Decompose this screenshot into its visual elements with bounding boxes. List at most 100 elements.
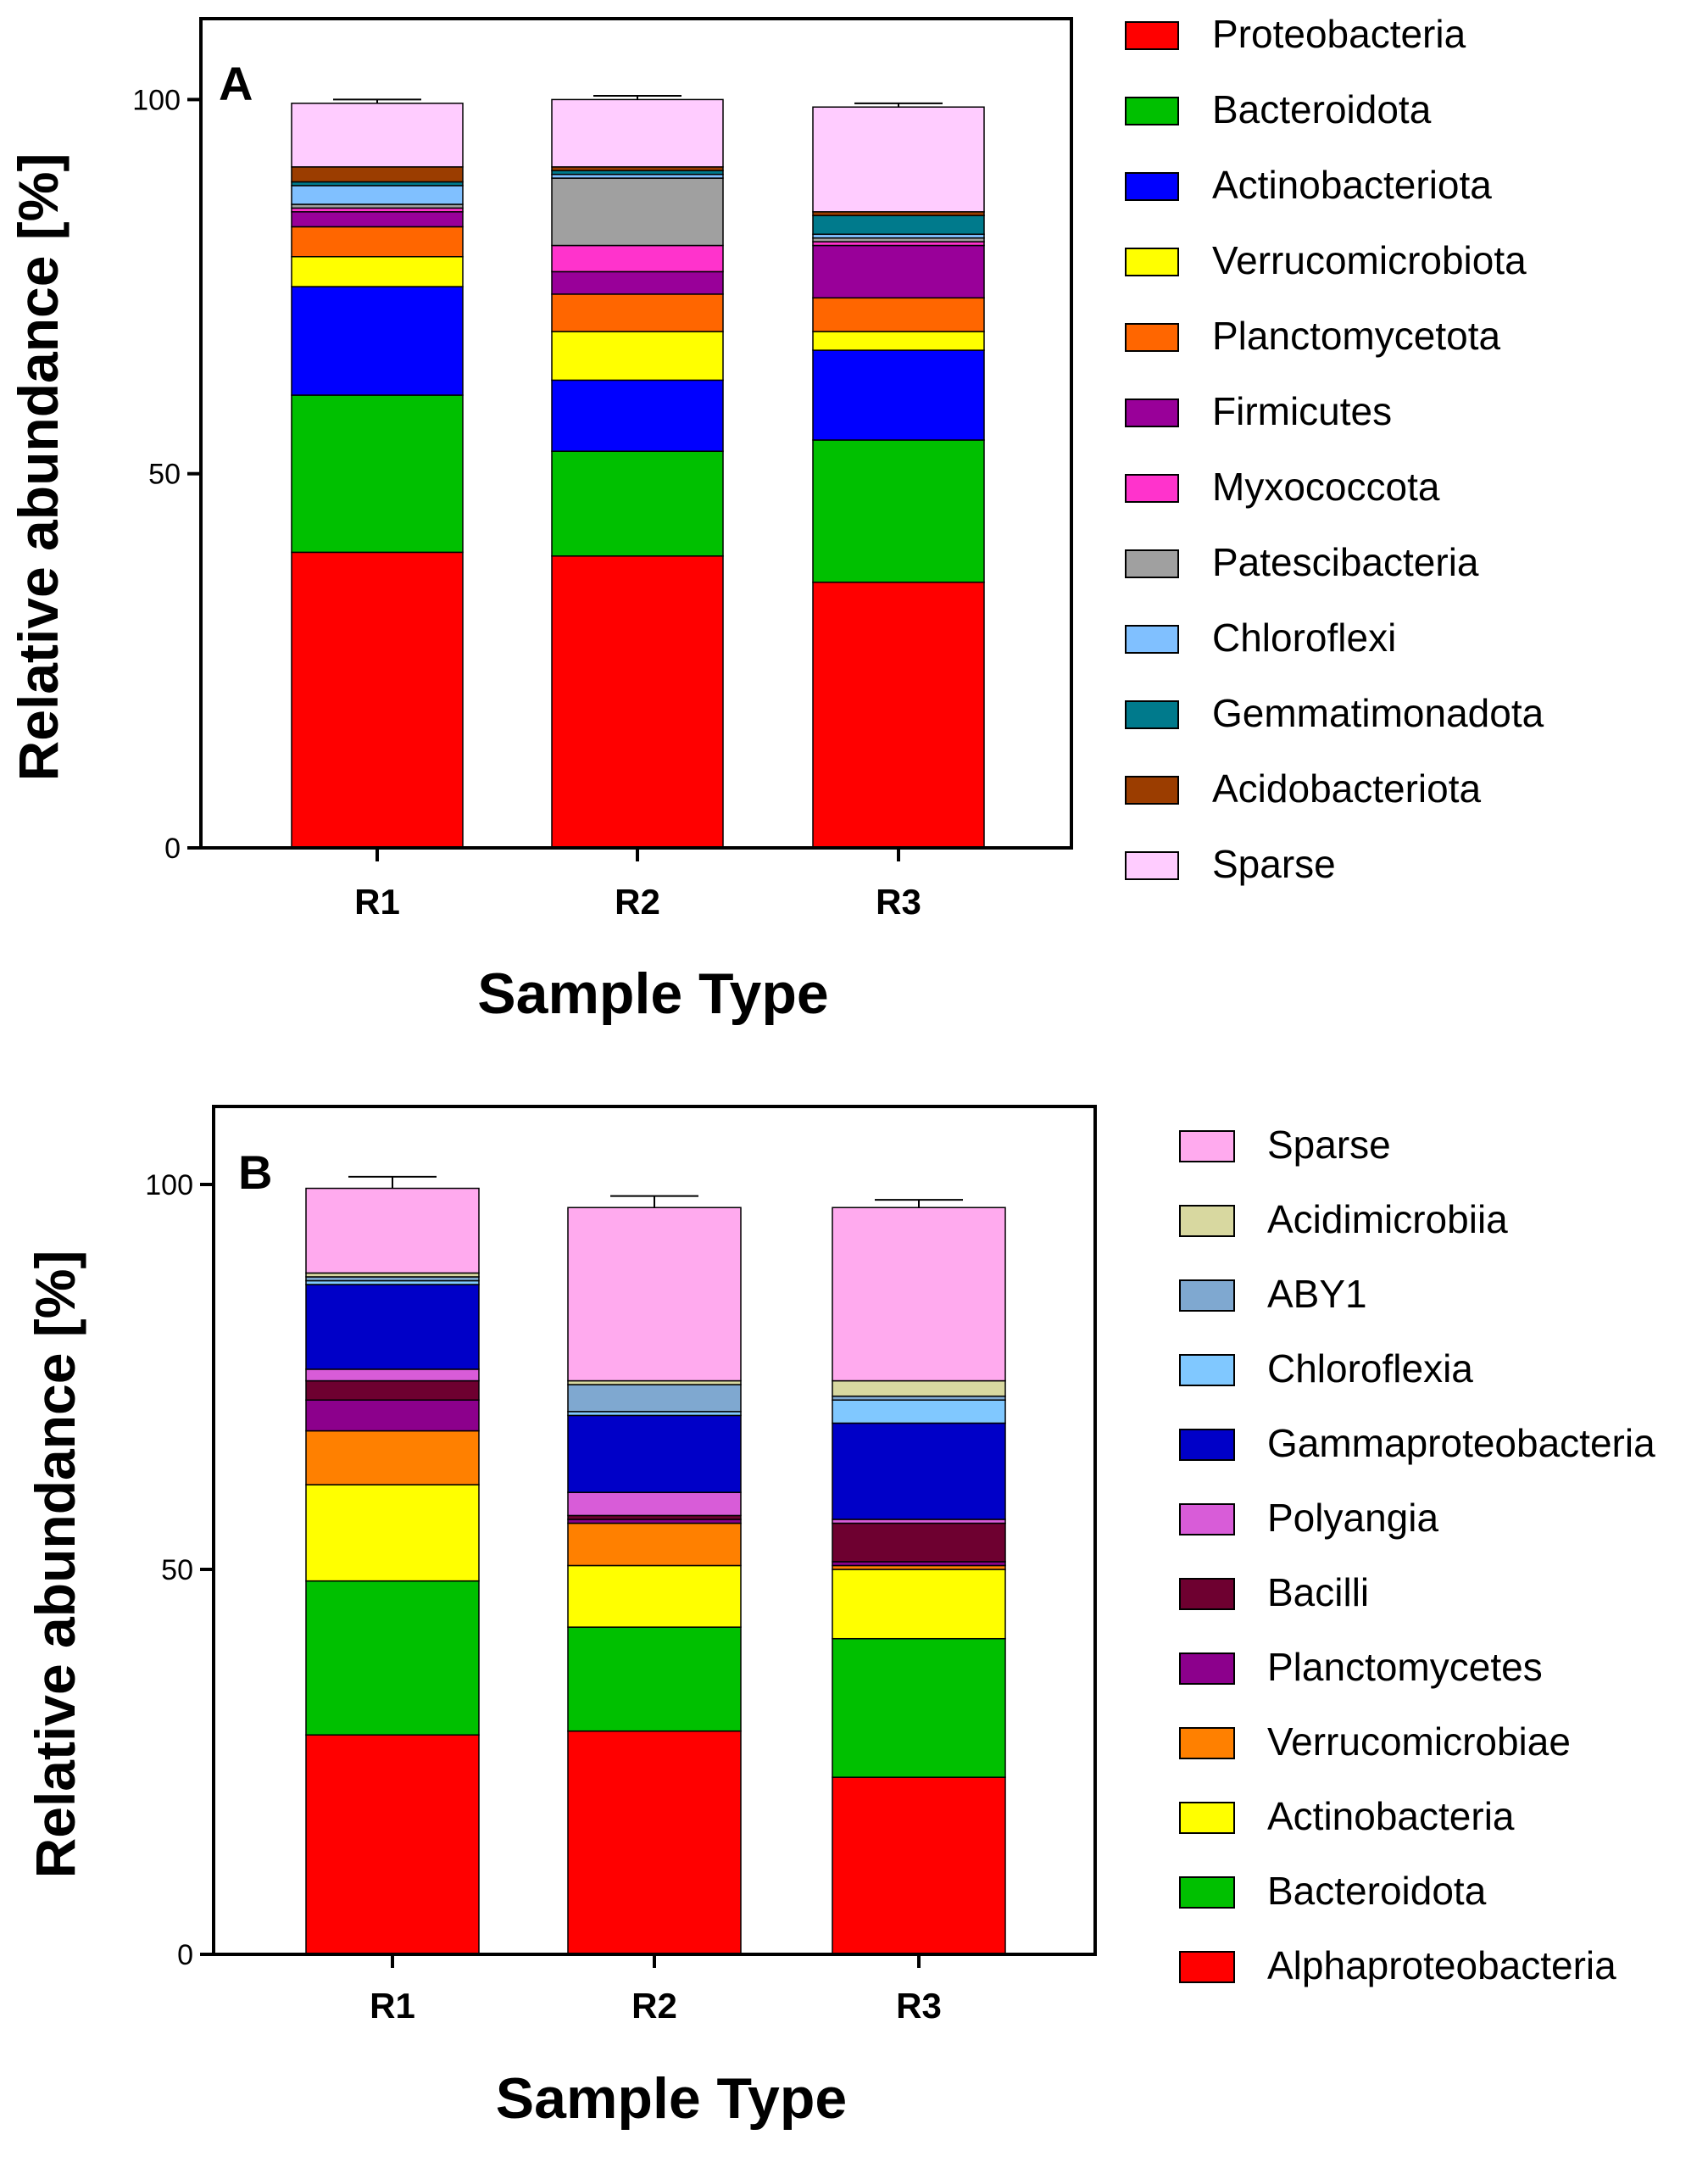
bar-r3-sparse (812, 106, 985, 213)
bar-r3-acidimicrobiia (832, 1379, 1006, 1397)
bar-r3-gemmatimonadota (812, 215, 985, 236)
bar-r1-planctomycetes (305, 1399, 480, 1432)
bar-r3-bacteroidota (832, 1637, 1006, 1778)
legend-label-chloroflexi: Chloroflexi (1212, 616, 1396, 660)
x-tick-label-r1: R1 (370, 1986, 415, 2026)
legend-swatch-alphaproteobacteria (1179, 1951, 1235, 1983)
bar-r2-actinobacteria (567, 1564, 742, 1628)
bar-r3-firmicutes (812, 244, 985, 299)
legend-label-bacilli: Bacilli (1267, 1570, 1369, 1614)
bar-r1-polyangia (305, 1368, 480, 1382)
bar-r2-gammaproteobacteria (567, 1414, 742, 1493)
legend-swatch-chloroflexi (1125, 625, 1179, 654)
bar-r2-bacteroidota (567, 1626, 742, 1732)
legend-swatch-firmicutes (1125, 398, 1179, 427)
bar-r2-actinobacteriota (551, 379, 724, 452)
bar-r1-bacilli (305, 1379, 480, 1401)
bar-r3-actinobacteriota (812, 349, 985, 441)
legend-label-patescibacteria: Patescibacteria (1212, 540, 1479, 584)
bar-r2-verrucomicrobiota (551, 331, 724, 382)
bar-r1-alphaproteobacteria (305, 1734, 480, 1955)
bar-r2-firmicutes (551, 270, 724, 295)
bar-r2-verrucomicrobiae (567, 1522, 742, 1567)
legend-label-sparse: Sparse (1212, 842, 1336, 886)
legend-swatch-chloroflexia (1179, 1354, 1235, 1386)
bar-r1-sparse (305, 1187, 480, 1274)
legend-swatch-acidobacteriota (1125, 776, 1179, 805)
legend-label-verrucomicrobiota: Verrucomicrobiota (1212, 238, 1527, 282)
bar-r3-proteobacteria (812, 581, 985, 849)
bar-r3-planctomycetota (812, 297, 985, 332)
y-tick-label-50: 50 (148, 459, 181, 491)
y-tick-label-100: 100 (145, 1169, 193, 1201)
legend-label-acidimicrobiia: Acidimicrobiia (1267, 1197, 1508, 1241)
legend-label-acidobacteriota: Acidobacteriota (1212, 766, 1481, 811)
bar-r2-polyangia (567, 1491, 742, 1517)
bar-r1-verrucomicrobiae (305, 1430, 480, 1485)
bar-r1-actinobacteria (305, 1484, 480, 1582)
bar-r3-sparse (832, 1207, 1006, 1382)
legend-label-sparse: Sparse (1267, 1123, 1391, 1167)
bar-r2-planctomycetota (551, 293, 724, 332)
legend-label-polyangia: Polyangia (1267, 1496, 1438, 1540)
panel-label: B (238, 1145, 272, 1199)
bar-r1-proteobacteria (291, 551, 464, 849)
bar-r1-bacteroidota (305, 1580, 480, 1736)
legend-swatch-proteobacteria (1125, 21, 1179, 50)
legend-swatch-verrucomicrobiota (1125, 248, 1179, 276)
bar-r3-bacteroidota (812, 439, 985, 583)
legend-label-planctomycetes: Planctomycetes (1267, 1645, 1543, 1689)
x-axis-title: Sample Type (496, 2066, 847, 2131)
legend-swatch-aby1 (1179, 1279, 1235, 1312)
legend-swatch-bacteroidota (1125, 97, 1179, 125)
bar-r3-alphaproteobacteria (832, 1776, 1006, 1955)
panel-label: A (219, 57, 253, 110)
bar-r2-aby1 (567, 1384, 742, 1413)
legend-label-gammaproteobacteria: Gammaproteobacteria (1267, 1421, 1655, 1465)
legend-swatch-polyangia (1179, 1503, 1235, 1535)
x-tick-label-r3: R3 (896, 1986, 942, 2026)
bar-r3-chloroflexia (832, 1399, 1006, 1424)
legend-swatch-gemmatimonadota (1125, 700, 1179, 729)
legend-label-myxococcota: Myxococcota (1212, 465, 1440, 509)
legend-label-bacteroidota: Bacteroidota (1267, 1869, 1487, 1913)
legend-swatch-actinobacteria (1179, 1802, 1235, 1834)
legend-swatch-bacilli (1179, 1578, 1235, 1610)
legend-label-verrucomicrobiae: Verrucomicrobiae (1267, 1719, 1571, 1764)
legend-label-gemmatimonadota: Gemmatimonadota (1212, 691, 1544, 735)
bar-r2-myxococcota (551, 244, 724, 273)
bar-r1-bacteroidota (291, 394, 464, 554)
bar-r1-planctomycetota (291, 226, 464, 258)
y-axis-title: Relative abundance [%] (7, 153, 70, 782)
bar-r2-sparse (551, 98, 724, 168)
legend-label-bacteroidota: Bacteroidota (1212, 87, 1432, 131)
bar-r2-patescibacteria (551, 177, 724, 247)
legend: Sparse Acidimicrobiia ABY1 Chloroflexia Gamm… (1179, 1123, 1655, 1987)
legend-label-actinobacteriota: Actinobacteriota (1212, 163, 1492, 207)
y-axis-title: Relative abundance [%] (24, 1251, 86, 1879)
bar-r1-gammaproteobacteria (305, 1284, 480, 1370)
bar-r1-sparse (291, 103, 464, 168)
y-tick-label-50: 50 (161, 1554, 193, 1586)
legend-swatch-planctomycetes (1179, 1652, 1235, 1685)
bar-r2-bacteroidota (551, 450, 724, 557)
bar-r2-alphaproteobacteria (567, 1730, 742, 1955)
legend-label-firmicutes: Firmicutes (1212, 389, 1392, 433)
chart-panel-b: R1 R2 R3 0 50 100 B Sample Type Relative abundan… (24, 1105, 1655, 2131)
bar-r3-actinobacteria (832, 1569, 1006, 1640)
bar-r2-sparse (567, 1207, 742, 1382)
legend-label-planctomycetota: Planctomycetota (1212, 314, 1500, 358)
y-tick-label-0: 0 (177, 1939, 193, 1971)
legend-swatch-patescibacteria (1125, 549, 1179, 578)
legend: Proteobacteria Bacteroidota Actinobacterio… (1125, 12, 1544, 886)
bar-r3-verrucomicrobiota (812, 331, 985, 351)
bar-r3-bacilli (832, 1522, 1006, 1563)
bar-r1-actinobacteriota (291, 286, 464, 396)
bar-r1-acidobacteriota (291, 166, 464, 183)
x-tick-label-r2: R2 (631, 1986, 677, 2026)
bar-r2-proteobacteria (551, 555, 724, 849)
legend-swatch-myxococcota (1125, 474, 1179, 503)
legend-swatch-bacteroidota (1179, 1876, 1235, 1909)
legend-label-proteobacteria: Proteobacteria (1212, 12, 1466, 56)
